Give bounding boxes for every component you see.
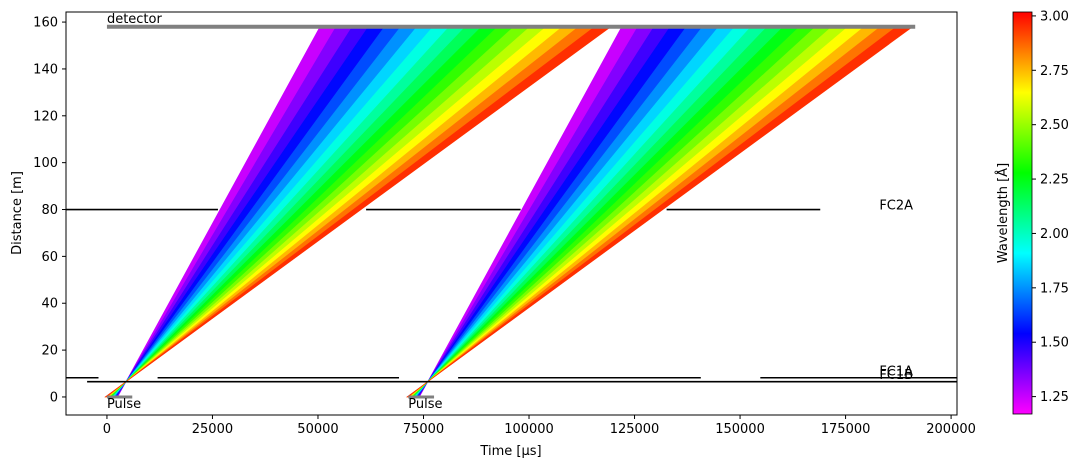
detector-label: detector: [107, 12, 163, 27]
colorbar-tick-label: 1.25: [1040, 390, 1069, 405]
chopper-label: FC1A: [879, 365, 913, 380]
y-axis-label: Distance [m]: [10, 171, 25, 255]
plot-frame: [65, 11, 958, 416]
x-tick-label: 200000: [926, 422, 976, 437]
colorbar-tick-label: 1.50: [1040, 336, 1069, 351]
chopper-label: FC1B: [879, 368, 913, 383]
colorbar-tick-label: 2.75: [1040, 64, 1069, 79]
y-tick-label: 120: [33, 109, 58, 124]
pulse-label: Pulse: [107, 397, 141, 412]
colorbar-label: Wavelength [Å]: [995, 163, 1011, 263]
y-tick-label: 0: [50, 390, 58, 405]
y-tick-label: 60: [41, 250, 58, 265]
x-tick-label: 25000: [192, 422, 233, 437]
x-tick-label: 75000: [403, 422, 444, 437]
y-tick-label: 40: [41, 297, 58, 312]
x-tick-label: 0: [103, 422, 111, 437]
colorbar-tick-label: 2.00: [1040, 227, 1069, 242]
x-tick-label: 50000: [297, 422, 338, 437]
y-tick-label: 20: [41, 344, 58, 359]
colorbar-tick-label: 2.50: [1040, 118, 1069, 133]
y-tick-label: 140: [33, 62, 58, 77]
colorbar: [1012, 11, 1033, 415]
x-tick-label: 150000: [715, 422, 765, 437]
colorbar-tick-label: 3.00: [1040, 9, 1069, 24]
y-tick-label: 160: [33, 16, 58, 31]
colorbar-tick-label: 1.75: [1040, 281, 1069, 296]
colorbar-tick-label: 2.25: [1040, 173, 1069, 188]
plot-area: [66, 24, 957, 399]
x-axis-label: Time [µs]: [479, 444, 541, 459]
y-tick-label: 100: [33, 156, 58, 171]
x-tick-label: 100000: [504, 422, 554, 437]
pulse-label: Pulse: [408, 397, 442, 412]
x-tick-label: 125000: [610, 422, 660, 437]
x-tick-label: 175000: [821, 422, 871, 437]
y-tick-label: 80: [41, 203, 58, 218]
chopper-label: FC2A: [879, 198, 913, 213]
